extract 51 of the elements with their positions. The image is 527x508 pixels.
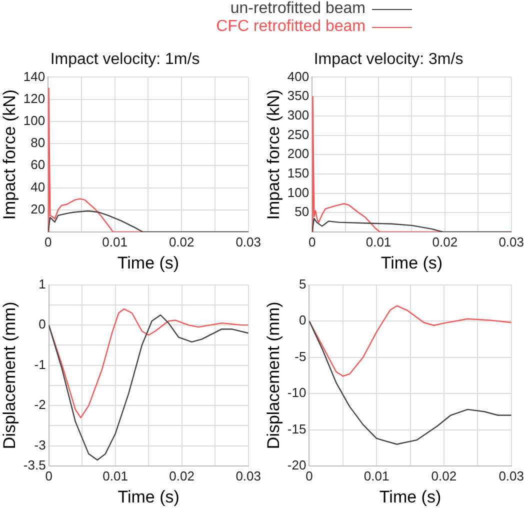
- x-tick-label: 0.03: [236, 234, 262, 250]
- x-tick-label: 0.02: [168, 234, 194, 250]
- x-axis-title: Time (s): [118, 487, 180, 506]
- x-tick-label: 0.02: [169, 468, 194, 484]
- y-tick-label: 0: [298, 312, 306, 328]
- y-tick-label: 20: [30, 201, 46, 216]
- y-tick-label: 150: [287, 166, 310, 181]
- y-axis-title: Impact force (kN): [264, 89, 283, 220]
- legend-label: un-retrofitted beam: [229, 0, 366, 18]
- y-tick-label: 250: [287, 126, 310, 142]
- y-tick-label: 140: [23, 68, 46, 84]
- x-tick-label: 0.03: [498, 234, 524, 250]
- x-axis-title: Time (s): [117, 253, 180, 272]
- x-tick-label: 0.01: [102, 468, 128, 484]
- y-tick-label: 0: [38, 316, 46, 332]
- chart-title: Impact velocity: 3m/s: [314, 51, 464, 68]
- x-tick-label: 0.01: [102, 234, 128, 250]
- x-axis-title: Time (s): [380, 253, 443, 272]
- x-tick-label: 0.03: [498, 468, 524, 484]
- y-tick-label: 5: [298, 276, 306, 292]
- x-tick-label: 0.02: [431, 468, 457, 484]
- y-tick-label: 60: [30, 157, 46, 172]
- y-tick-label: -20: [287, 458, 306, 473]
- y-tick-label: -3.5: [23, 458, 46, 473]
- x-axis-title: Time (s): [379, 487, 442, 506]
- y-tick-label: 40: [30, 179, 46, 194]
- y-tick-label: 350: [287, 88, 310, 104]
- y-tick-label: 120: [23, 90, 46, 106]
- chart-title: Impact velocity: 1m/s: [50, 51, 200, 68]
- y-tick-label: 400: [287, 68, 310, 84]
- y-tick-label: -10: [287, 385, 306, 400]
- y-tick-label: -5: [294, 348, 306, 364]
- y-tick-label: -3: [34, 437, 46, 452]
- y-tick-label: 1: [38, 276, 46, 292]
- y-tick-label: 50: [294, 204, 310, 220]
- y-tick-label: 200: [287, 146, 310, 162]
- y-tick-label: 100: [23, 113, 46, 128]
- y-tick-label: 100: [287, 184, 310, 200]
- y-tick-label: -1: [34, 356, 46, 372]
- x-tick-label: 0.02: [432, 234, 458, 250]
- y-axis-title: Impact force (kN): [0, 89, 19, 220]
- y-tick-label: -2: [34, 397, 46, 412]
- x-tick-label: 0.01: [364, 468, 390, 484]
- y-tick-label: -15: [287, 421, 306, 436]
- y-axis-title: Displacement (mm): [264, 302, 283, 450]
- y-tick-label: 300: [287, 107, 310, 122]
- legend-label: CFC retrofitted beam: [215, 18, 366, 36]
- y-axis-title: Displacement (mm): [0, 302, 19, 450]
- x-tick-label: 0.03: [236, 468, 262, 484]
- y-tick-label: 80: [30, 135, 46, 150]
- x-tick-label: 0.01: [366, 234, 392, 250]
